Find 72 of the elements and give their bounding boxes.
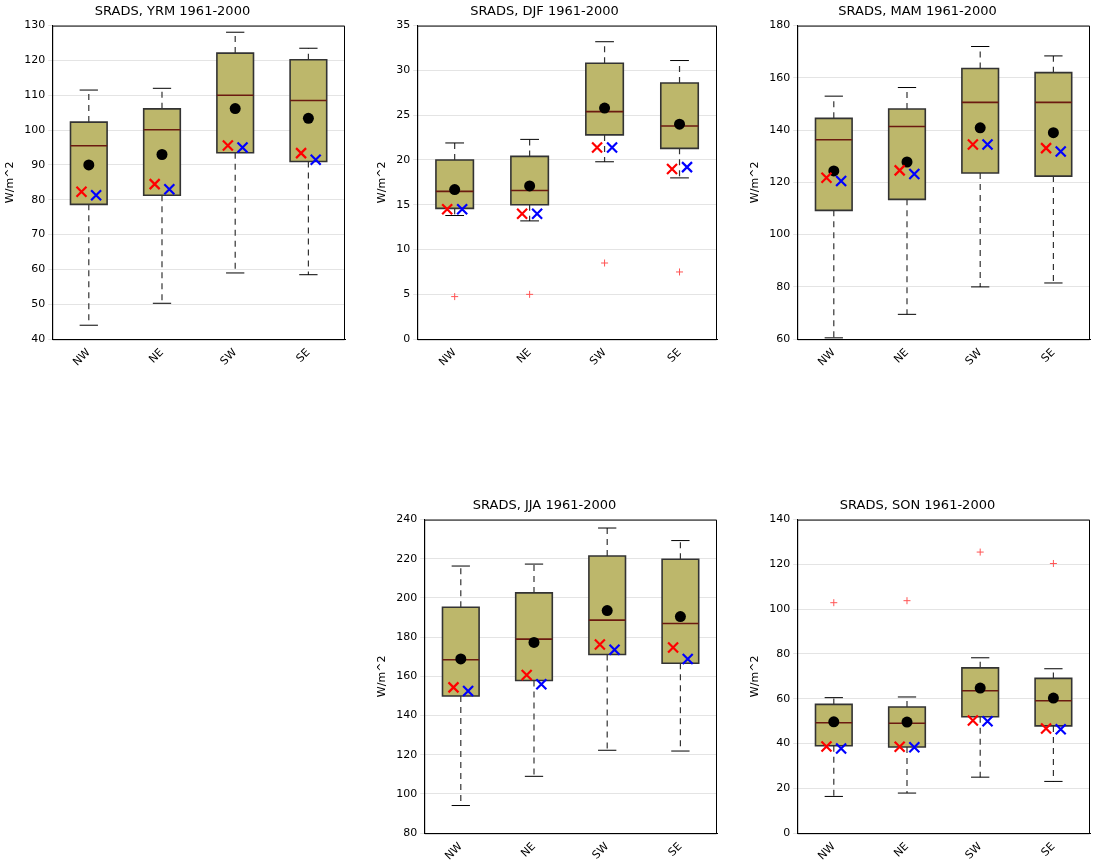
y-tick-label: 0 bbox=[783, 826, 791, 840]
y-tick-label: 60 bbox=[31, 262, 46, 276]
y-tick-label: 60 bbox=[776, 332, 791, 346]
y-tick-label: 90 bbox=[31, 157, 46, 171]
x-tick-label: SE bbox=[293, 345, 313, 365]
y-tick-label: 80 bbox=[403, 826, 418, 840]
y-tick-label: 120 bbox=[24, 53, 46, 67]
y-tick-label: 0 bbox=[403, 332, 411, 346]
x-tick-label: NW bbox=[436, 345, 459, 369]
x-tick-label: SE bbox=[664, 345, 684, 365]
x-tick-label: SW bbox=[589, 839, 612, 862]
x-tick-label: NW bbox=[815, 345, 839, 369]
y-tick-label: 60 bbox=[776, 691, 791, 705]
x-tick-label: NW bbox=[815, 839, 839, 863]
y-tick-label: 130 bbox=[24, 18, 46, 32]
y-tick-label: 5 bbox=[403, 287, 411, 301]
y-tick-label: 30 bbox=[396, 63, 411, 77]
y-tick-label: 120 bbox=[769, 175, 791, 189]
x-tick-label: NW bbox=[70, 345, 94, 369]
y-tick-label: 160 bbox=[769, 70, 791, 84]
y-tick-label: 100 bbox=[769, 602, 791, 616]
x-tick-label: SW bbox=[962, 839, 985, 862]
chart-title: SRADS, JJA 1961-2000 bbox=[472, 497, 617, 513]
y-tick-label: 110 bbox=[24, 88, 46, 102]
chart-title: SRADS, SON 1961-2000 bbox=[839, 497, 996, 513]
y-tick-label: 10 bbox=[396, 242, 411, 256]
x-tick-label: NE bbox=[513, 345, 534, 366]
y-tick-label: 140 bbox=[396, 708, 418, 722]
y-tick-label: 180 bbox=[769, 18, 791, 32]
y-tick-label: 50 bbox=[31, 297, 46, 311]
x-tick-label: SW bbox=[217, 345, 240, 368]
y-tick-label: 70 bbox=[31, 227, 46, 241]
x-tick-label: NE bbox=[891, 345, 912, 366]
y-tick-label: 240 bbox=[396, 512, 418, 526]
x-tick-label: SE bbox=[1038, 345, 1058, 365]
x-tick-label: SE bbox=[665, 839, 685, 859]
y-tick-label: 140 bbox=[769, 512, 791, 526]
y-tick-label: 140 bbox=[769, 122, 791, 136]
y-tick-label: 120 bbox=[396, 747, 418, 761]
y-axis-title: W/m^2 bbox=[375, 655, 389, 698]
y-tick-label: 40 bbox=[776, 736, 791, 750]
y-tick-label: 80 bbox=[31, 192, 46, 206]
chart-title: SRADS, YRM 1961-2000 bbox=[94, 3, 251, 19]
y-tick-label: 100 bbox=[396, 786, 418, 800]
y-tick-label: 20 bbox=[776, 781, 791, 795]
y-axis-title: W/m^2 bbox=[748, 655, 762, 698]
y-tick-label: 180 bbox=[396, 630, 418, 644]
x-tick-label: NE bbox=[146, 345, 167, 366]
y-tick-label: 20 bbox=[396, 152, 411, 166]
chart-title: SRADS, DJF 1961-2000 bbox=[470, 3, 619, 19]
y-tick-label: 15 bbox=[396, 197, 411, 211]
x-tick-label: SW bbox=[962, 345, 985, 368]
y-axis-title: W/m^2 bbox=[748, 161, 762, 204]
y-axis-title: W/m^2 bbox=[3, 161, 17, 204]
chart-title: SRADS, MAM 1961-2000 bbox=[838, 3, 997, 19]
y-tick-label: 160 bbox=[396, 669, 418, 683]
y-tick-label: 40 bbox=[31, 332, 46, 346]
x-tick-label: NW bbox=[442, 839, 466, 863]
y-tick-label: 220 bbox=[396, 551, 418, 565]
x-tick-label: SE bbox=[1038, 839, 1058, 859]
y-tick-label: 200 bbox=[396, 590, 418, 604]
y-tick-label: 100 bbox=[24, 122, 46, 136]
y-tick-label: 80 bbox=[776, 279, 791, 293]
y-tick-label: 120 bbox=[769, 557, 791, 571]
x-tick-label: SW bbox=[586, 345, 609, 368]
y-tick-label: 100 bbox=[769, 227, 791, 241]
y-tick-label: 25 bbox=[396, 108, 411, 122]
x-tick-label: NE bbox=[518, 839, 539, 860]
y-tick-label: 35 bbox=[396, 18, 411, 32]
y-axis-title: W/m^2 bbox=[375, 161, 389, 204]
x-tick-label: NE bbox=[891, 839, 912, 860]
y-tick-label: 80 bbox=[776, 646, 791, 660]
